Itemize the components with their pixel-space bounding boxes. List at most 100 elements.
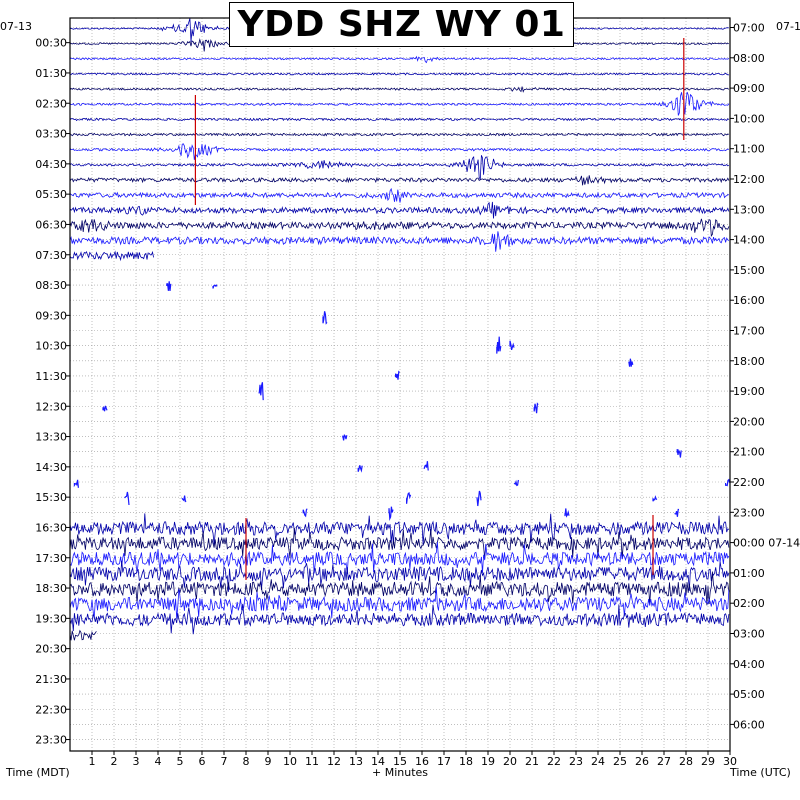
seismic-blip	[725, 478, 731, 487]
seismic-trace	[69, 231, 730, 252]
seismic-trace	[69, 218, 730, 238]
seismic-trace	[69, 55, 730, 64]
right-time-label: 02:00	[733, 597, 765, 610]
x-tick-label: 8	[243, 755, 250, 768]
seismic-trace	[69, 155, 730, 181]
seismic-blip	[476, 490, 482, 507]
seismic-trace	[69, 586, 730, 619]
right-axis-title: Time (UTC)	[730, 766, 791, 779]
seismic-blip	[628, 358, 634, 367]
right-time-labels: 07:00 08:00 09:00 10:00 11:00 12:00 13:00 14:00…	[730, 22, 800, 731]
seismic-blip	[513, 479, 519, 487]
right-time-label: 12:00	[733, 173, 765, 186]
seismic-trace	[69, 91, 730, 116]
left-time-label: 05:30	[35, 188, 67, 201]
seismic-trace	[69, 513, 730, 545]
seismic-trace	[69, 72, 729, 76]
x-axis-title: + Minutes	[372, 766, 429, 779]
right-time-label: 04:00	[733, 658, 765, 671]
seismic-blip	[181, 495, 187, 503]
right-time-label: 01:00	[733, 567, 765, 580]
seismic-blip	[509, 340, 515, 351]
left-time-label: 12:30	[35, 400, 67, 413]
right-time-label: 14:00	[733, 234, 765, 247]
right-time-label: 08:00	[733, 52, 765, 65]
right-time-label: 09:00	[733, 82, 765, 95]
right-time-label: 11:00	[733, 143, 765, 156]
right-time-label: 06:00	[733, 718, 765, 731]
x-tick-label: 2	[111, 755, 118, 768]
x-tick-label: 24	[591, 755, 605, 768]
left-time-label: 00:30	[35, 37, 67, 50]
chart-title-box: YDD SHZ WY 01	[229, 2, 574, 47]
seismic-blip	[357, 465, 363, 473]
right-time-label: 03:00	[733, 628, 765, 641]
left-time-label: 22:30	[35, 703, 67, 716]
left-time-label: 09:30	[35, 309, 67, 322]
seismic-blip	[423, 461, 429, 471]
right-time-label: 05:00	[733, 688, 765, 701]
x-tick-label: 1	[89, 755, 96, 768]
right-time-label: 16:00	[733, 294, 765, 307]
x-tick-label: 9	[265, 755, 272, 768]
x-tick-label: 21	[525, 755, 539, 768]
x-tick-label: 11	[305, 755, 319, 768]
seismic-blip	[73, 479, 79, 488]
right-time-label: 17:00	[733, 325, 765, 338]
left-time-label: 03:30	[35, 128, 67, 141]
seismic-blip	[652, 495, 658, 502]
seismic-blip	[676, 448, 682, 458]
right-time-label: 07:00	[733, 22, 765, 35]
right-time-label: 19:00	[733, 385, 765, 398]
seismic-blip	[258, 382, 264, 401]
left-time-label: 02:30	[35, 97, 67, 110]
left-time-label: 07:30	[35, 249, 67, 262]
seismic-trace	[69, 527, 730, 560]
x-tick-labels: 1 2 3 4 5 6 7 8 9 10 11 12 13 14 15 16 17 18 19 20 21 22 23 24 2…	[89, 751, 737, 768]
seismic-blip	[395, 370, 400, 380]
left-time-label: 23:30	[35, 734, 67, 747]
left-time-label: 13:30	[35, 431, 67, 444]
seismic-blip	[342, 433, 348, 441]
left-time-label: 17:30	[35, 552, 67, 565]
right-time-label: 21:00	[733, 446, 765, 459]
left-time-label: 10:30	[35, 340, 67, 353]
seismic-trace	[69, 571, 730, 606]
seismic-blip	[674, 508, 679, 517]
seismic-trace	[69, 560, 730, 592]
right-time-label: 20:00	[733, 415, 765, 428]
seismic-blip	[212, 284, 218, 289]
seismic-trace	[69, 629, 97, 641]
seismic-trace	[69, 175, 730, 186]
seismic-trace	[69, 603, 730, 635]
left-axis-title: Time (MDT)	[6, 766, 70, 779]
left-time-label: 04:30	[35, 158, 67, 171]
x-tick-label: 10	[283, 755, 297, 768]
x-tick-label: 29	[701, 755, 715, 768]
seismic-trace	[69, 143, 730, 160]
x-tick-label: 30	[723, 755, 737, 768]
x-tick-label: 20	[503, 755, 517, 768]
left-time-label: 18:30	[35, 582, 67, 595]
x-tick-label: 4	[155, 755, 162, 768]
seismic-blip	[533, 402, 539, 414]
seismic-blip	[406, 491, 412, 504]
left-time-label: 15:30	[35, 491, 67, 504]
right-time-label: 13:00	[733, 203, 765, 216]
x-tick-label: 23	[569, 755, 583, 768]
x-tick-label: 14	[371, 755, 385, 768]
seismic-trace	[69, 250, 154, 262]
left-time-label: 21:30	[35, 673, 67, 686]
x-tick-label: 16	[415, 755, 429, 768]
seismic-trace	[69, 117, 730, 122]
left-date-label: 07-13	[0, 20, 32, 33]
left-time-label: 14:30	[35, 461, 67, 474]
left-time-label: 11:30	[35, 370, 67, 383]
x-tick-label: 3	[133, 755, 140, 768]
x-tick-label: 17	[437, 755, 451, 768]
left-time-label: 19:30	[35, 612, 67, 625]
seismic-trace	[69, 187, 729, 203]
x-tick-label: 12	[327, 755, 341, 768]
